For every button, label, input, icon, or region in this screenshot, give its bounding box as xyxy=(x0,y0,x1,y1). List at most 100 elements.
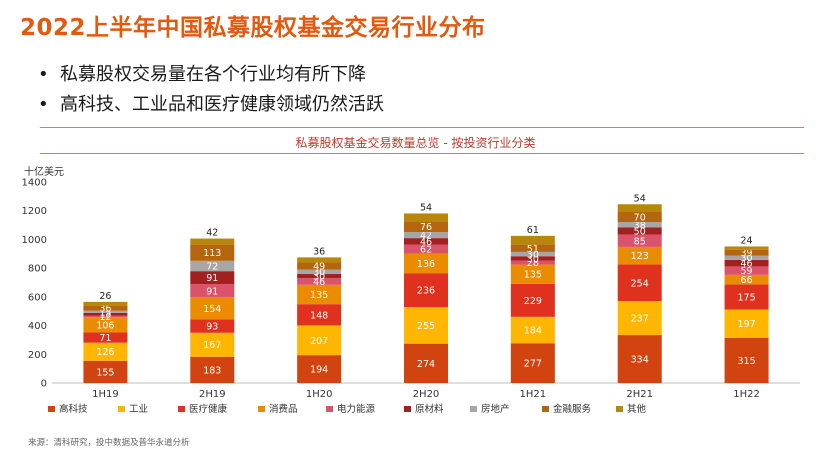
bar-segment xyxy=(724,309,769,338)
bullet-item: • 私募股权交易量在各个行业均有所下降 xyxy=(38,60,384,90)
data-label: 72 xyxy=(206,261,218,272)
bar-segment xyxy=(190,319,235,333)
data-label: 91 xyxy=(206,273,218,284)
data-label: 30 xyxy=(741,253,753,264)
bar-segment xyxy=(297,262,342,270)
legend-label: 原材料 xyxy=(415,403,444,415)
bar-segment xyxy=(83,305,128,311)
data-label: 236 xyxy=(417,286,435,297)
y-tick-label: 200 xyxy=(28,350,47,361)
data-label: 207 xyxy=(310,336,328,347)
data-label: 51 xyxy=(527,244,539,255)
data-label: 66 xyxy=(741,275,753,286)
data-label: 237 xyxy=(631,314,649,325)
data-label: 76 xyxy=(420,222,432,233)
data-label: 93 xyxy=(206,322,218,333)
bar-segment xyxy=(404,213,448,222)
chart-title: 私募股权基金交易数量总览 - 按投资行业分类 xyxy=(295,136,536,150)
data-label: 154 xyxy=(203,304,221,315)
bar-segment xyxy=(297,284,342,305)
legend-label: 医疗健康 xyxy=(189,403,228,415)
bar-segment xyxy=(510,283,555,317)
bar-segment xyxy=(190,332,235,357)
data-label: 18 xyxy=(99,310,111,321)
bar-segment xyxy=(83,315,128,318)
data-label: 175 xyxy=(738,292,756,303)
bar-segment xyxy=(617,234,662,247)
bar-segment xyxy=(83,310,128,313)
x-tick-label: 1H19 xyxy=(92,389,119,400)
y-tick-label: 400 xyxy=(28,321,47,332)
bar-segment xyxy=(617,301,662,336)
bar-segment xyxy=(404,307,448,344)
data-label: 36 xyxy=(313,246,325,257)
bar-segment xyxy=(724,246,769,250)
bar-segment xyxy=(617,212,662,223)
data-label: 91 xyxy=(206,286,218,297)
bar-segment xyxy=(724,274,769,285)
y-axis-unit-label: 十亿美元 xyxy=(24,167,64,178)
data-label: 30 xyxy=(527,254,539,265)
x-tick-label: 1H22 xyxy=(733,389,760,400)
data-label: 59 xyxy=(741,266,753,277)
y-tick-label: 800 xyxy=(28,264,47,275)
bar-segment xyxy=(297,278,342,285)
bar-segment xyxy=(190,238,235,245)
bar-segment xyxy=(510,316,555,344)
x-tick-label: 1H21 xyxy=(520,389,547,400)
bar-segment xyxy=(83,317,128,333)
bar-segment xyxy=(617,222,662,228)
y-tick-label: 1000 xyxy=(22,235,47,246)
y-tick-label: 0 xyxy=(41,379,47,390)
legend-label: 房地产 xyxy=(481,403,510,415)
data-label: 12 xyxy=(99,312,111,323)
bar-segment xyxy=(404,238,448,245)
data-label: 155 xyxy=(96,367,114,378)
bar-segment xyxy=(190,284,235,298)
bullet-text: 高科技、工业品和医疗健康领域仍然活跃 xyxy=(60,94,384,115)
bar-segment xyxy=(617,335,662,383)
data-label: 71 xyxy=(99,333,111,344)
bar-segment xyxy=(617,227,662,235)
data-label: 54 xyxy=(420,202,432,213)
data-label: 197 xyxy=(738,319,756,330)
bar-segment xyxy=(83,360,128,383)
bullet-text: 私募股权交易量在各个行业均有所下降 xyxy=(60,64,366,85)
data-label: 229 xyxy=(524,296,542,307)
bar-segment xyxy=(404,221,448,233)
data-label: 277 xyxy=(524,359,542,370)
data-label: 315 xyxy=(738,356,756,367)
data-label: 15 xyxy=(99,307,111,318)
data-label: 49 xyxy=(313,262,325,273)
data-label: 123 xyxy=(631,251,649,262)
bar-segment xyxy=(724,249,769,256)
bar-segment xyxy=(617,264,662,302)
bar-segment xyxy=(190,271,235,285)
legend-swatch xyxy=(542,406,549,412)
y-tick-label: 1200 xyxy=(22,206,47,217)
bar-segment xyxy=(510,264,555,284)
legend-label: 电力能源 xyxy=(337,403,376,415)
page-title: 2022上半年中国私募股权基金交易行业分布 xyxy=(20,15,486,41)
bar-segment xyxy=(83,332,128,343)
data-label: 39 xyxy=(741,248,753,259)
data-label: 194 xyxy=(310,365,328,376)
chart-title-rule xyxy=(40,153,804,154)
bar-segment xyxy=(404,244,448,254)
data-label: 148 xyxy=(310,310,328,321)
bar-segment xyxy=(190,356,235,383)
data-label: 30 xyxy=(527,250,539,261)
bar-segment xyxy=(297,355,342,383)
bar-segment xyxy=(404,253,448,274)
bar-segment xyxy=(83,312,128,316)
bar-segment xyxy=(617,204,662,213)
data-label: 183 xyxy=(203,365,221,376)
bar-segment xyxy=(724,255,769,260)
bar-segment xyxy=(190,297,235,320)
x-tick-label: 2H19 xyxy=(199,389,226,400)
data-label: 70 xyxy=(634,213,646,224)
legend-swatch xyxy=(616,406,623,412)
x-tick-label: 2H21 xyxy=(626,389,653,400)
data-label: 38 xyxy=(634,220,646,231)
